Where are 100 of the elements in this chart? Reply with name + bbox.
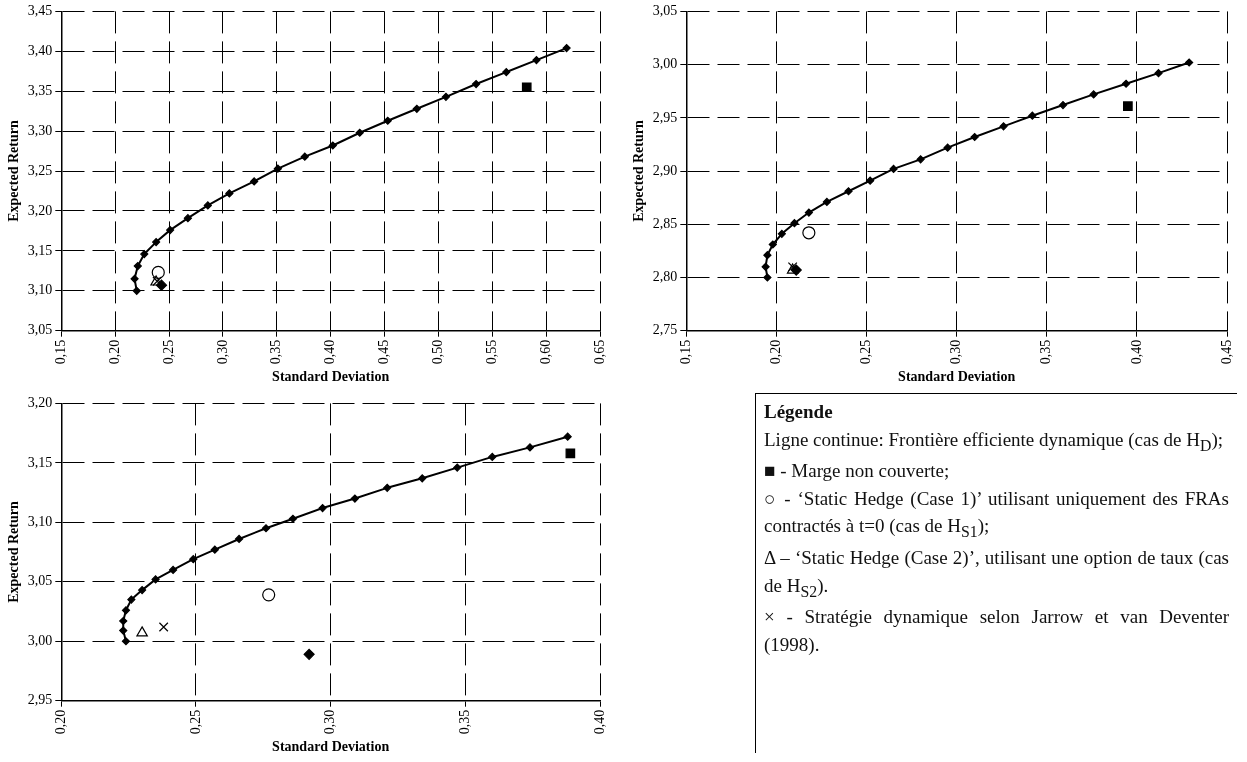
x-tick-label: 0,60 — [537, 339, 553, 365]
x-tick-label: 0,40 — [591, 709, 607, 735]
y-tick-label: 3,15 — [27, 454, 53, 470]
x-tick-label: 0,40 — [322, 339, 338, 365]
x-tick-label: 0,30 — [214, 339, 230, 365]
x-tick-label: 0,15 — [52, 339, 68, 365]
point — [1121, 79, 1131, 88]
x-tick-label: 0,30 — [322, 709, 338, 735]
x-tick-label: 0,30 — [948, 339, 964, 365]
y-tick-label: 2,75 — [652, 322, 678, 338]
point — [152, 237, 161, 247]
x-tick-label: 0,40 — [1128, 339, 1144, 365]
point — [532, 55, 541, 65]
x-tick-label: 0,35 — [457, 709, 472, 735]
x-axis-title: Standard Deviation — [272, 739, 390, 755]
x-tick-label: 0,20 — [106, 339, 122, 365]
point — [1185, 58, 1194, 67]
point — [133, 261, 142, 271]
x-tick-label: 0,25 — [187, 709, 203, 735]
point — [453, 463, 462, 472]
point — [822, 197, 831, 207]
x-tick-label: 0,20 — [52, 709, 68, 735]
point — [472, 79, 481, 89]
point — [140, 249, 149, 259]
point — [225, 189, 234, 198]
point — [763, 251, 772, 260]
y-tick-label: 3,15 — [27, 242, 53, 258]
x-tick-label: 0,45 — [1218, 339, 1234, 365]
point — [802, 226, 816, 240]
text: Ligne continue: Frontière efficiente dynamique (cas de H$_{D}$); — [764, 427, 1224, 456]
y-tick-label: 3,00 — [652, 56, 678, 72]
point — [130, 274, 139, 283]
x-tick-label: 0,25 — [858, 339, 874, 365]
x-tick-label: 0,50 — [430, 339, 446, 365]
text: Δ – ‘Static Hedge (Case 2)’, utilisant une option de taux (cas de H$_{S2}$). — [764, 546, 1229, 602]
x-tick-label: 0,55 — [483, 339, 499, 365]
point — [502, 67, 511, 77]
y-axis-title: Expected Return — [6, 501, 22, 603]
point — [151, 575, 160, 584]
point — [136, 626, 148, 637]
point — [132, 286, 141, 295]
point — [273, 164, 282, 173]
point — [1123, 101, 1133, 111]
y-tick-label: 3,35 — [27, 82, 53, 98]
point — [999, 122, 1008, 131]
point — [151, 265, 165, 280]
y-tick-label: 3,10 — [27, 282, 53, 298]
y-tick-label: 3,45 — [27, 3, 53, 19]
point — [866, 176, 875, 185]
point — [300, 152, 309, 161]
point — [804, 208, 813, 217]
point — [562, 44, 571, 53]
point — [189, 555, 198, 564]
y-tick-label: 3,05 — [27, 573, 53, 589]
y-tick-label: 3,10 — [27, 513, 53, 529]
point — [441, 92, 451, 101]
point — [168, 565, 178, 574]
y-tick-label: 3,05 — [652, 3, 678, 19]
y-tick-label: 2,95 — [652, 109, 678, 125]
point — [288, 514, 298, 523]
text: Légende — [764, 400, 834, 424]
y-axis-title: Expected Return — [631, 120, 647, 222]
point — [565, 448, 576, 459]
x-tick-label: 0,20 — [768, 339, 784, 365]
y-tick-label: 3,05 — [27, 322, 53, 338]
x-axis-title: Standard Deviation — [898, 369, 1016, 385]
point — [303, 648, 315, 660]
point — [1028, 111, 1037, 120]
y-tick-label: 2,90 — [652, 162, 678, 178]
point — [525, 443, 535, 452]
point — [138, 586, 147, 595]
point — [121, 606, 131, 615]
point — [121, 637, 131, 646]
y-tick-label: 3,25 — [27, 162, 53, 178]
point — [383, 116, 392, 125]
point — [355, 128, 364, 137]
point — [234, 534, 244, 544]
x-tick-label: 0,15 — [677, 339, 693, 365]
point — [261, 524, 271, 533]
point — [916, 155, 925, 164]
point — [970, 132, 979, 142]
x-tick-label: 0,35 — [268, 339, 284, 365]
x-tick-label: 0,45 — [376, 339, 392, 365]
point — [418, 474, 427, 483]
point — [210, 545, 219, 554]
y-axis-title: Expected Return — [6, 120, 22, 222]
point — [1058, 100, 1068, 110]
point — [1089, 90, 1098, 99]
y-tick-label: 3,00 — [27, 632, 53, 648]
point — [844, 187, 853, 196]
point — [250, 177, 259, 186]
point — [488, 452, 497, 462]
text: ■ - Marge non couverte; — [764, 459, 951, 484]
point — [383, 483, 392, 492]
point — [790, 219, 799, 228]
point — [203, 201, 212, 210]
point — [262, 588, 276, 602]
y-tick-label: 2,85 — [652, 215, 678, 231]
text: × - Stratégie dynamique selon Jarrow et van Deventer (1998). — [764, 605, 1229, 657]
point — [328, 141, 337, 150]
